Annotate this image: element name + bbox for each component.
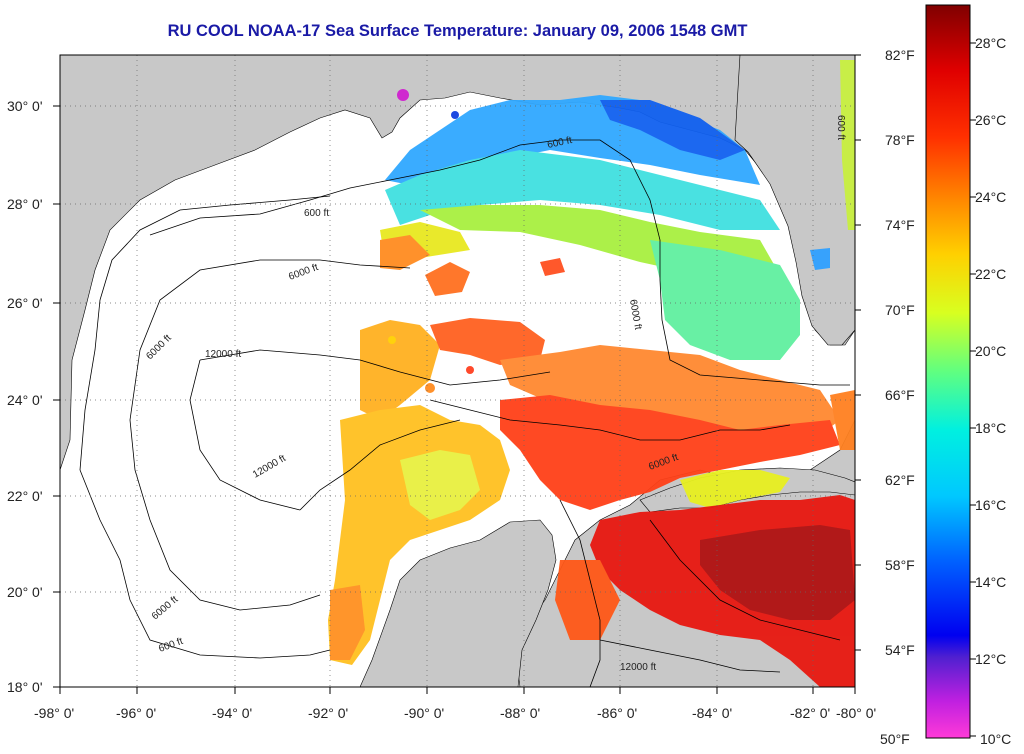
lat-label-20: 20° 0'	[7, 584, 43, 600]
contour-label-600-ft: 600 ft	[546, 135, 573, 151]
c-label-16: 16°C	[975, 497, 1006, 513]
f-label-50: 50°F	[880, 731, 910, 747]
contour-label-6000-ft-east: 6000 ft	[627, 299, 643, 331]
c-label-14: 14°C	[975, 574, 1006, 590]
f-label-62: 62°F	[885, 472, 915, 488]
bathymetry-contours	[79, 139, 850, 687]
lon-label-86: -86° 0'	[597, 705, 637, 721]
f-label-54: 54°F	[885, 642, 915, 658]
lon-label-90: -90° 0'	[404, 705, 444, 721]
florida-peninsula	[734, 55, 855, 346]
lat-label-26: 26° 0'	[7, 295, 43, 311]
lon-label-88: -88° 0'	[500, 705, 540, 721]
f-label-58: 58°F	[885, 557, 915, 573]
axis-ticks	[53, 54, 861, 694]
contour-label-12000-ft-se: 12000 ft	[620, 662, 656, 673]
lon-label-94: -94° 0'	[212, 705, 252, 721]
lon-label-92: -92° 0'	[308, 705, 348, 721]
lat-label-24: 24° 0'	[7, 392, 43, 408]
lat-label-30: 30° 0'	[7, 98, 43, 114]
map-title: RU COOL NOAA-17 Sea Surface Temperature:…	[167, 22, 748, 40]
colorbar-ticks	[970, 42, 976, 737]
c-label-20: 20°C	[975, 343, 1006, 359]
contour-label-600-ft-fl: 600 ft	[835, 115, 846, 140]
c-label-24: 24°C	[975, 189, 1006, 205]
c-label-10: 10°C	[980, 731, 1011, 747]
f-label-82: 82°F	[885, 47, 915, 63]
graticule	[60, 55, 855, 687]
f-label-74: 74°F	[885, 217, 915, 233]
lon-label-96: -96° 0'	[116, 705, 156, 721]
f-label-66: 66°F	[885, 387, 915, 403]
lat-label-18: 18° 0'	[7, 679, 43, 695]
c-label-28: 28°C	[975, 35, 1006, 51]
lon-label-82: -82° 0'	[790, 705, 830, 721]
lon-label-98: -98° 0'	[34, 705, 74, 721]
lat-label-28: 28° 0'	[7, 196, 43, 212]
contour-label-600-ft-nw: 600 ft	[304, 208, 329, 219]
yucatan-peninsula	[359, 519, 557, 687]
c-label-22: 22°C	[975, 266, 1006, 282]
c-label-12: 12°C	[975, 651, 1006, 667]
contour-label-12000-ft: 12000 ft	[205, 349, 241, 360]
map-frame	[59, 54, 856, 688]
c-label-18: 18°C	[975, 420, 1006, 436]
c-label-26: 26°C	[975, 112, 1006, 128]
lon-label-80: -80° 0'	[836, 705, 876, 721]
f-label-70: 70°F	[885, 302, 915, 318]
lon-label-84: -84° 0'	[692, 705, 732, 721]
colorbar	[925, 4, 971, 739]
f-label-78: 78°F	[885, 132, 915, 148]
sst-data-layer	[328, 60, 855, 687]
lat-label-22: 22° 0'	[7, 488, 43, 504]
